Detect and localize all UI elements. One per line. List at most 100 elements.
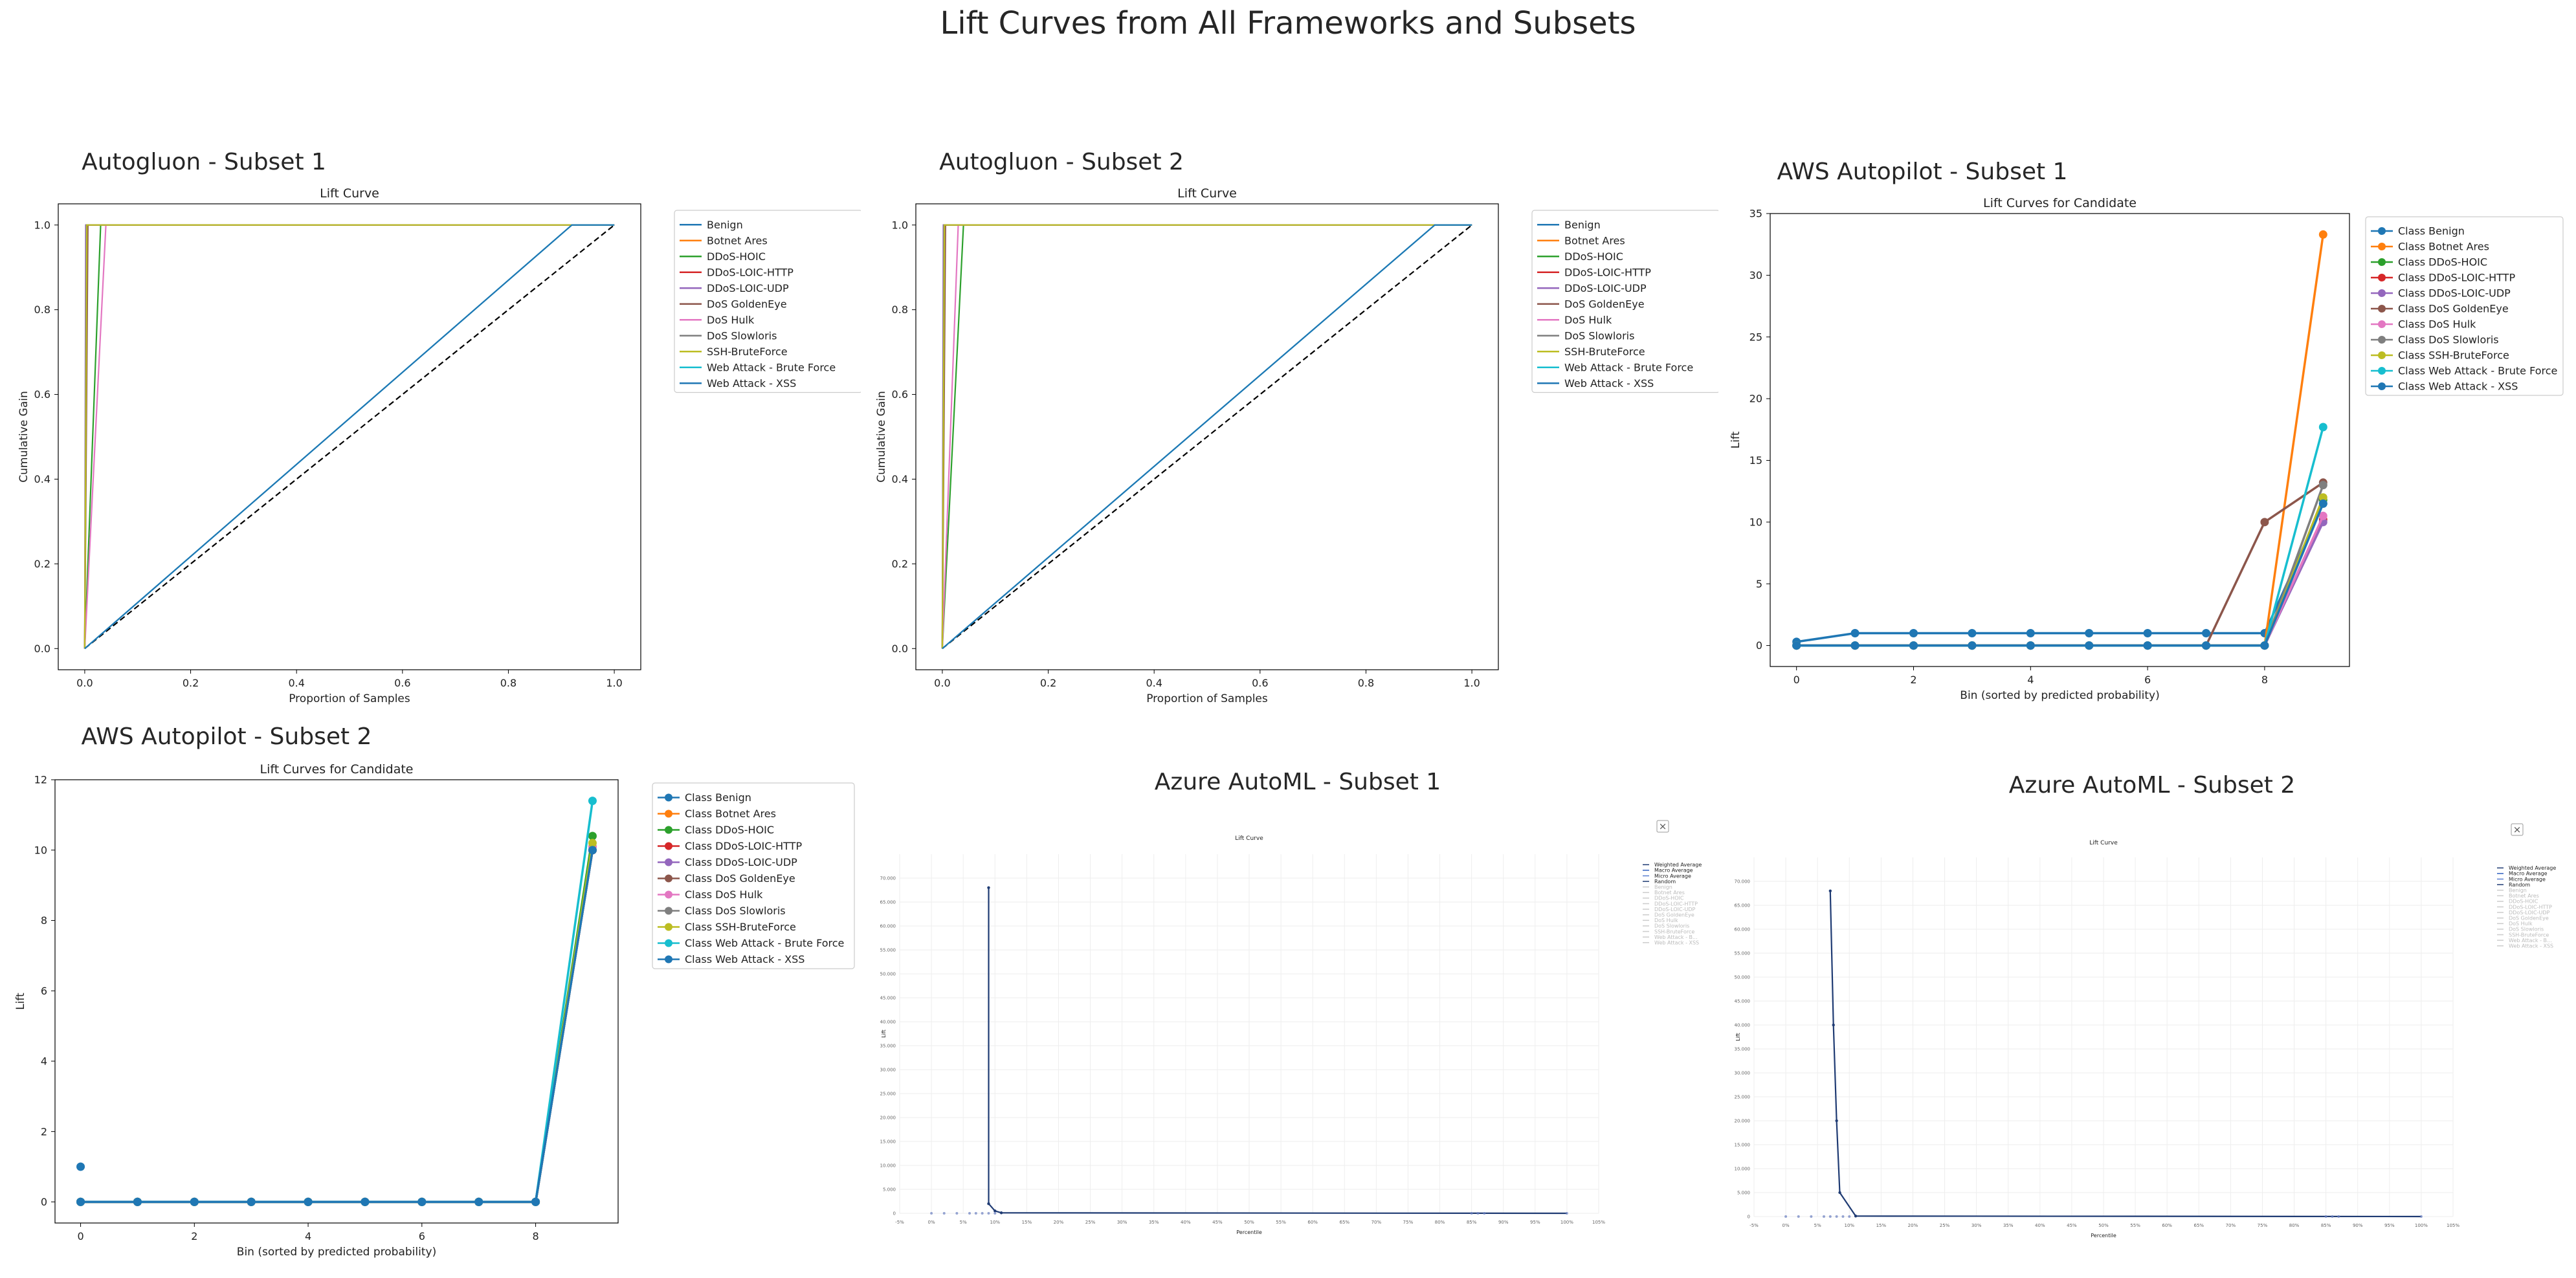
y-tick-label: 55.000 [880, 947, 896, 953]
legend-label: Botnet Ares [707, 234, 768, 247]
baseline-point [2337, 1215, 2340, 1218]
data-point [994, 1209, 997, 1213]
legend-label: DoS Slowloris [1654, 923, 1689, 929]
y-axis-label: Lift [881, 1030, 887, 1038]
y-tick-label: 0.0 [892, 643, 908, 655]
data-point [2143, 629, 2152, 638]
data-point [2085, 629, 2094, 638]
legend-label: DDoS-LOIC-UDP [707, 282, 789, 294]
data-point [531, 1197, 540, 1206]
legend-label: Class DDoS-LOIC-UDP [2398, 287, 2511, 300]
legend-label: Web Attack - XSS [1564, 377, 1654, 390]
y-tick-label: 0.2 [34, 558, 50, 570]
legend-marker [665, 826, 672, 834]
y-tick-label: 12 [34, 774, 47, 786]
baseline-point [1470, 1212, 1473, 1215]
legend-marker [665, 842, 672, 850]
legend-label: Botnet Ares [1654, 890, 1685, 896]
x-tick-label: 105% [2447, 1223, 2459, 1228]
x-tick-label: 15% [1876, 1223, 1887, 1228]
x-axis-label: Bin (sorted by predicted probability) [1960, 689, 2159, 702]
data-point [190, 1197, 199, 1206]
data-point [474, 1197, 483, 1206]
legend-label: DDoS-LOIC-HTTP [1654, 901, 1698, 907]
y-tick-label: 0.2 [892, 558, 908, 570]
y-tick-label: 40.000 [880, 1019, 896, 1024]
series-line-1 [1796, 234, 2325, 647]
legend-label: Class DoS Slowloris [2398, 334, 2499, 346]
y-axis-label: Lift [1729, 431, 1742, 448]
y-tick-label: 8 [41, 914, 47, 927]
y-tick-label: 30.000 [880, 1067, 896, 1072]
series-line-2 [80, 835, 594, 1204]
x-tick-label: 6 [419, 1230, 425, 1242]
legend-label: Weighted Average [2509, 865, 2556, 871]
legend-marker [2378, 367, 2386, 375]
x-tick-label: 0.8 [1358, 677, 1374, 689]
legend-label: DoS Slowloris [1564, 329, 1634, 342]
y-tick-label: 4 [41, 1055, 47, 1068]
data-point [361, 1197, 370, 1206]
y-axis-label: Lift [1735, 1033, 1741, 1041]
x-tick-label: 0.0 [76, 677, 93, 689]
legend-label: Class SSH-BruteForce [685, 921, 796, 933]
y-tick-label: 65.000 [1735, 903, 1750, 908]
lift-chart-autogluon-s2: Lift Curve 0.0 0.2 0.4 0.6 0.8 1.0 0.0 0.2 0.4 0.6… [875, 186, 1720, 705]
x-tick-label: 105% [1592, 1220, 1605, 1225]
y-tick-label: 35.000 [880, 1043, 896, 1048]
x-tick-label: 65% [1339, 1220, 1349, 1225]
legend-label: Class Botnet Ares [2398, 241, 2489, 253]
legend-marker [665, 890, 672, 899]
legend-label: Class Benign [685, 791, 751, 804]
baseline-point [987, 1212, 990, 1215]
chart-title: Lift Curve [1177, 186, 1237, 201]
y-axis-label: Cumulative Gain [17, 391, 30, 483]
data-point [1850, 641, 1860, 650]
chart-title: Lift Curve [320, 186, 379, 201]
legend-label: DDoS-LOIC-UDP [1564, 282, 1647, 294]
close-button[interactable]: × [2513, 824, 2522, 835]
legend-marker [2378, 289, 2386, 297]
legend-label: Benign [707, 219, 743, 231]
x-tick-label: 6 [2144, 674, 2151, 686]
legend-label: DoS Hulk [1654, 918, 1678, 923]
data-point [1828, 889, 1832, 892]
legend-label: DoS Hulk [707, 314, 755, 326]
legend-label: Class DDoS-HOIC [685, 824, 774, 836]
y-tick-label: 25.000 [880, 1091, 896, 1096]
legend-label: Micro Average [2509, 876, 2546, 882]
panel-azure-subset-1: Azure AutoML - Subset 1 Lift Curve -5% 0% 5… [880, 764, 1715, 1275]
baseline-point [930, 1212, 933, 1215]
close-button[interactable]: × [1659, 821, 1667, 832]
legend-label: Weighted Average [1654, 862, 1702, 868]
y-tick-label: 60.000 [880, 923, 896, 929]
y-tick-label: 20.000 [1735, 1118, 1750, 1123]
legend-box [2365, 216, 2564, 396]
x-tick-label: 5% [1814, 1223, 1821, 1228]
x-tick-label: 0.4 [1146, 677, 1162, 689]
chart-title: Lift Curves for Candidate [1983, 196, 2137, 210]
y-tick-label: 70.000 [1735, 879, 1750, 884]
y-tick-label: 35.000 [1735, 1046, 1750, 1052]
y-tick-label: 0 [41, 1196, 47, 1208]
y-tick-label: 55.000 [1735, 951, 1750, 956]
x-tick-label: 85% [1467, 1220, 1477, 1225]
lift-chart-autogluon-s1: Lift Curve 0.0 0.2 0.4 0.6 0.8 1.0 0.0 0.2 0.4 0.6… [17, 186, 863, 705]
legend-label: Botnet Ares [1564, 234, 1625, 247]
legend-marker [665, 793, 672, 802]
baseline-point [1835, 1215, 1838, 1218]
series-line-10 [942, 224, 1472, 650]
data-point [2318, 481, 2327, 490]
x-tick-label: -5% [1749, 1223, 1759, 1228]
legend-label: Web Attack - B... [1654, 934, 1698, 940]
x-tick-label: 70% [2226, 1223, 2236, 1228]
y-tick-label: 2 [41, 1125, 47, 1138]
baseline-point [981, 1212, 984, 1215]
data-point [999, 1211, 1003, 1215]
legend-label: Class Benign [2398, 225, 2465, 237]
y-tick-label: 15 [1749, 454, 1762, 467]
y-tick-label: 15.000 [1735, 1142, 1750, 1147]
x-tick-label: 70% [1371, 1220, 1382, 1225]
series-line-10 [1796, 503, 2324, 647]
data-point [588, 832, 597, 841]
